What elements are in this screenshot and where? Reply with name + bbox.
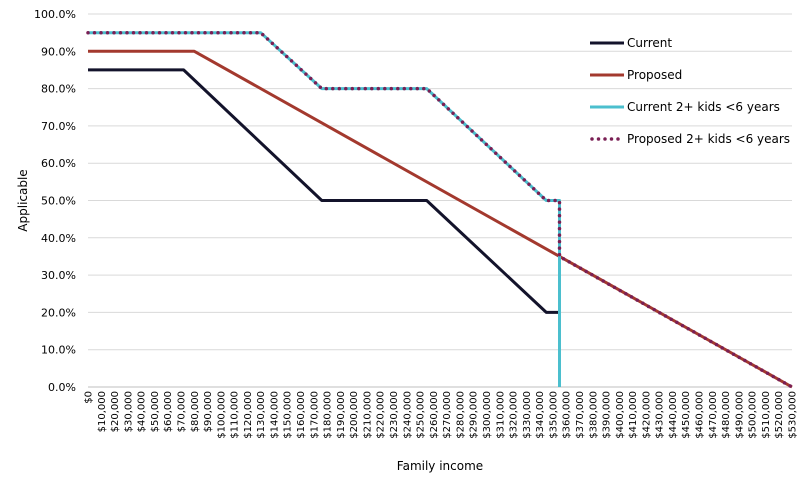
x-tick-label: $500,000 [748, 391, 759, 439]
x-tick-label: $20,000 [110, 391, 121, 432]
x-tick-label: $10,000 [97, 391, 108, 432]
x-tick-label: $270,000 [442, 391, 453, 439]
x-tick-label: $340,000 [535, 391, 546, 439]
y-tick-label: 0.0% [48, 381, 76, 394]
x-tick-label: $330,000 [522, 391, 533, 439]
legend-label: Current 2+ kids <6 years [627, 100, 780, 114]
x-tick-label: $0 [84, 391, 95, 404]
x-tick-label: $520,000 [774, 391, 785, 439]
x-tick-label: $320,000 [509, 391, 520, 439]
y-axis-label: Applicable [16, 169, 30, 231]
x-tick-label: $250,000 [416, 391, 427, 439]
x-tick-label: $260,000 [429, 391, 440, 439]
y-tick-label: 20.0% [41, 306, 76, 319]
y-tick-label: 70.0% [41, 120, 76, 133]
legend: Current Proposed Current 2+ kids <6 years P… [590, 36, 790, 146]
x-tick-label: $210,000 [362, 391, 373, 439]
x-tick-label: $100,000 [216, 391, 227, 439]
x-tick-label: $130,000 [256, 391, 267, 439]
x-tick-label: $360,000 [562, 391, 573, 439]
y-tick-label: 50.0% [41, 195, 76, 208]
x-tick-label: $420,000 [641, 391, 652, 439]
series-line-4 [86, 30, 794, 389]
x-axis-label: Family income [397, 459, 483, 473]
y-tick-label: 10.0% [41, 344, 76, 357]
x-tick-label: $370,000 [575, 391, 586, 439]
legend-label: Proposed [627, 68, 682, 82]
x-tick-label: $40,000 [137, 391, 148, 432]
x-tick-label: $60,000 [163, 391, 174, 432]
x-tick-label: $530,000 [788, 391, 799, 439]
x-tick-label: $200,000 [349, 391, 360, 439]
series-line-1 [88, 68, 561, 387]
x-tick-label: $350,000 [548, 391, 559, 439]
x-axis-ticks: $0 $10,000 $20,000 $30,000 $40,000 $50,000 $60… [84, 391, 799, 439]
x-tick-label: $90,000 [203, 391, 214, 432]
x-tick-label: $480,000 [721, 391, 732, 439]
x-tick-label: $300,000 [482, 391, 493, 439]
x-tick-label: $110,000 [230, 391, 241, 439]
x-tick-label: $430,000 [655, 391, 666, 439]
x-tick-label: $160,000 [296, 391, 307, 439]
x-tick-label: $30,000 [123, 391, 134, 432]
x-tick-label: $410,000 [628, 391, 639, 439]
gridlines [88, 13, 792, 351]
x-tick-label: $450,000 [681, 391, 692, 439]
legend-label: Current [627, 36, 672, 50]
x-tick-label: $390,000 [602, 391, 613, 439]
x-tick-label: $470,000 [708, 391, 719, 439]
x-tick-label: $490,000 [734, 391, 745, 439]
x-tick-label: $170,000 [309, 391, 320, 439]
x-tick-label: $400,000 [615, 391, 626, 439]
x-tick-label: $120,000 [243, 391, 254, 439]
x-tick-label: $240,000 [402, 391, 413, 439]
x-tick-label: $290,000 [469, 391, 480, 439]
x-tick-label: $220,000 [376, 391, 387, 439]
y-tick-label: 90.0% [41, 45, 76, 58]
x-tick-label: $150,000 [283, 391, 294, 439]
x-tick-label: $440,000 [668, 391, 679, 439]
x-tick-label: $140,000 [269, 391, 280, 439]
series-line-3 [88, 31, 561, 387]
y-tick-label: 80.0% [41, 83, 76, 96]
y-tick-label: 100.0% [34, 8, 76, 21]
x-tick-label: $180,000 [323, 391, 334, 439]
x-tick-label: $230,000 [389, 391, 400, 439]
x-tick-label: $460,000 [695, 391, 706, 439]
x-tick-label: $70,000 [176, 391, 187, 432]
x-tick-label: $510,000 [761, 391, 772, 439]
y-axis-ticks: 0.0% 10.0% 20.0% 30.0% 40.0% 50.0% 60.0% 70.0% 8… [34, 8, 76, 394]
x-tick-label: $80,000 [190, 391, 201, 432]
x-tick-label: $280,000 [455, 391, 466, 439]
x-tick-label: $380,000 [588, 391, 599, 439]
y-tick-label: 40.0% [41, 232, 76, 245]
legend-label: Proposed 2+ kids <6 years [627, 132, 790, 146]
x-tick-label: $310,000 [495, 391, 506, 439]
series-lines [86, 30, 794, 389]
x-tick-label: $50,000 [150, 391, 161, 432]
x-tick-label: $190,000 [336, 391, 347, 439]
y-tick-label: 30.0% [41, 269, 76, 282]
y-tick-label: 60.0% [41, 157, 76, 170]
